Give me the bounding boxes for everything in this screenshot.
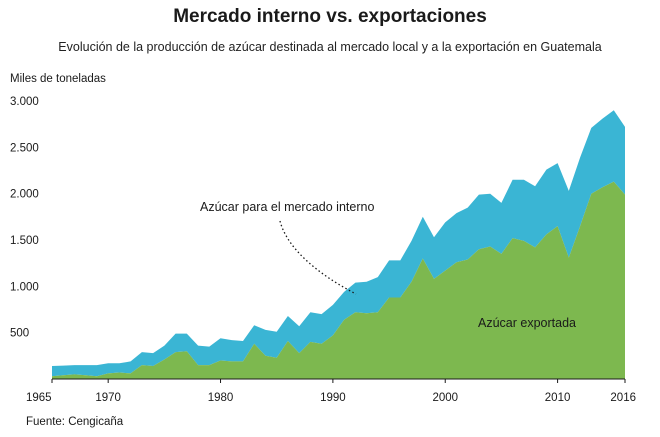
chart-areas: [52, 110, 625, 379]
x-axis-ticks: 1965 1970 1980 1990 2000 2010 2016: [26, 379, 636, 404]
x-tick-label: 1965: [26, 392, 52, 404]
y-tick-label: 3.000: [10, 96, 39, 108]
annotation-export: Azúcar exportada: [478, 316, 576, 330]
x-tick-label: 2016: [610, 392, 636, 404]
area-export: [52, 181, 625, 379]
x-tick-label: 2010: [545, 392, 571, 404]
chart-source: Fuente: Cengicaña: [26, 416, 124, 428]
x-tick-label: 2000: [432, 392, 458, 404]
x-tick-label: 1970: [95, 392, 121, 404]
y-axis-ticks: 500 1.000 1.500 2.000 2.500 3.000: [10, 96, 39, 340]
annotation-leader-line: [279, 220, 357, 295]
x-tick-label: 1980: [208, 392, 234, 404]
y-tick-label: 500: [10, 328, 29, 340]
y-tick-label: 2.000: [10, 189, 39, 201]
area-domestic-market: [52, 110, 625, 377]
y-tick-label: 1.000: [10, 281, 39, 293]
annotation-domestic: Azúcar para el mercado interno: [200, 200, 374, 214]
y-tick-label: 2.500: [10, 142, 39, 154]
x-tick-label: 1990: [320, 392, 346, 404]
y-tick-label: 1.500: [10, 235, 39, 247]
y-axis-label: Miles de toneladas: [10, 73, 106, 85]
chart-subtitle: Evolución de la producción de azúcar des…: [58, 40, 602, 54]
chart-title: Mercado interno vs. exportaciones: [173, 6, 487, 27]
